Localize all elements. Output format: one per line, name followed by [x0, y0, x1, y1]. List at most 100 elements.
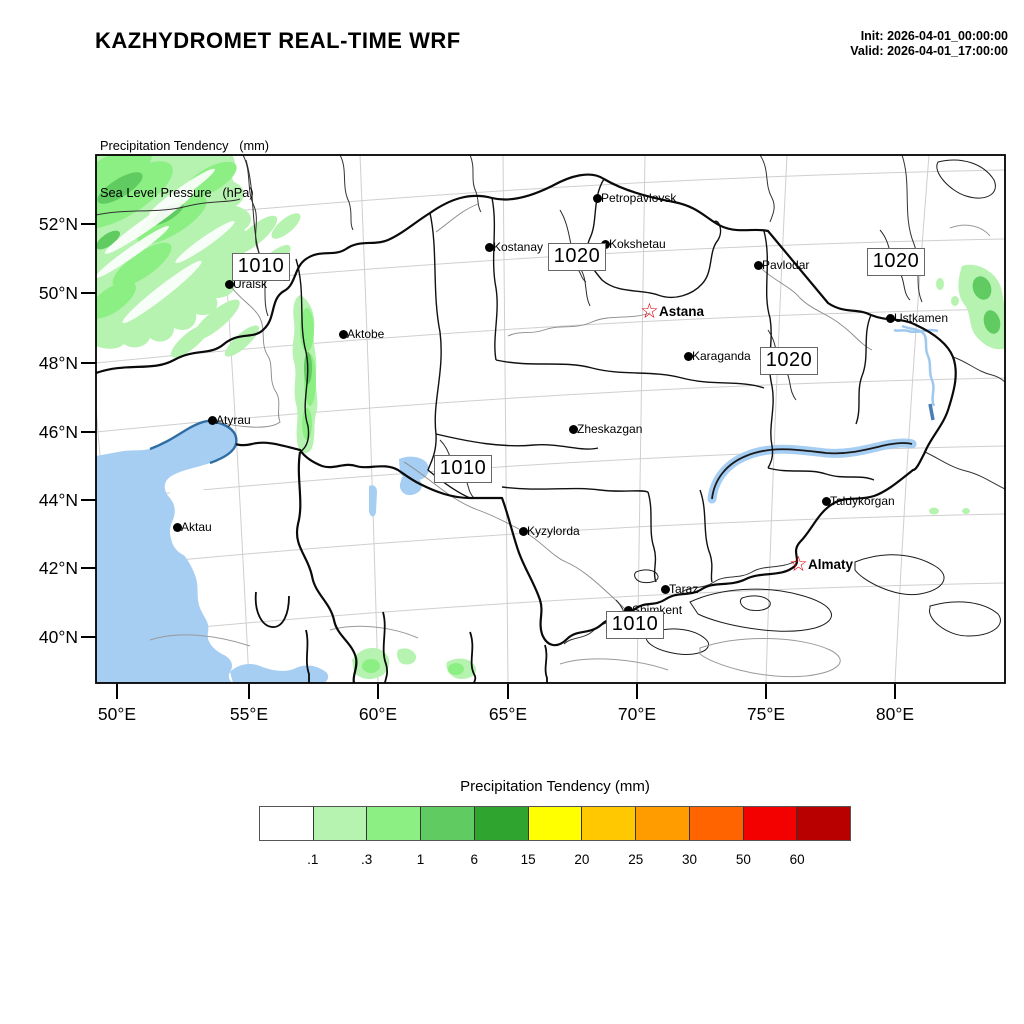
legend-tick-label: 25 [628, 852, 644, 867]
terrain-contours [634, 159, 1001, 655]
lon-tick-label: 60°E [358, 704, 398, 724]
legend-cell [473, 807, 528, 840]
legend-tick-label: 1 [416, 852, 425, 867]
legend-tick-label: .1 [307, 852, 319, 867]
lon-tick-mark [507, 684, 509, 699]
south-country-borders [254, 591, 548, 683]
valid-time: Valid: 2026-04-01_17:00:00 [850, 44, 1008, 58]
pressure-label: 1020 [760, 347, 818, 375]
city-label: Almaty [808, 557, 854, 572]
run-times: Init: 2026-04-01_00:00:00 Valid: 2026-04… [850, 29, 1008, 59]
kazakhstan-border [96, 173, 957, 683]
city-label: Aktau [181, 520, 212, 534]
legend-cell [420, 807, 474, 840]
legend-tick-label: 50 [735, 852, 751, 867]
lon-tick-mark [248, 684, 250, 699]
field-labels: Precipitation Tendency (mm) Sea Level Pr… [100, 107, 269, 231]
lon-tick-mark [377, 684, 379, 699]
legend-tick-label: 60 [789, 852, 805, 867]
pressure-label: 1010 [232, 253, 290, 281]
city-dot-marker [207, 415, 217, 425]
oblast-borders [295, 178, 875, 583]
city-label: Petropavlovsk [601, 191, 677, 205]
city-label: Astana [659, 304, 705, 319]
city-dot-marker [592, 193, 602, 203]
city-dot-marker [172, 522, 182, 532]
city-label: Kokshetau [609, 237, 666, 251]
legend-tick-label: 6 [470, 852, 479, 867]
pressure-label: 1020 [867, 248, 925, 276]
city-dot-marker [660, 584, 670, 594]
page-title: KAZHYDROMET REAL-TIME WRF [95, 28, 461, 53]
legend-cell [581, 807, 636, 840]
legend-tick-label: 20 [574, 852, 590, 867]
field-label-precip: Precipitation Tendency (mm) [100, 138, 270, 153]
legend-cell [527, 807, 582, 840]
legend-color-bar [259, 806, 851, 841]
lon-tick-mark [636, 684, 638, 699]
city-dot-marker [484, 242, 494, 252]
lat-tick-label: 46°N [38, 422, 78, 442]
caspian-sea [96, 419, 329, 683]
legend-cell [260, 807, 313, 840]
lat-tick-label: 52°N [38, 214, 78, 234]
lat-tick-label: 48°N [38, 353, 78, 373]
pressure-label: 1010 [434, 455, 492, 483]
lat-tick-mark [81, 223, 96, 225]
legend-cell [742, 807, 797, 840]
kazakhstan-map-canvas [95, 154, 1006, 684]
city-label: Pavlodar [762, 258, 810, 272]
field-label-slp: Sea Level Pressure (hPa) [100, 184, 254, 200]
legend-title: Precipitation Tendency (mm) [460, 778, 650, 795]
balkhash-border-line [711, 442, 913, 500]
map-frame [95, 154, 1006, 684]
city-label: Karaganda [692, 349, 751, 363]
legend-cell [366, 807, 421, 840]
lon-tick-label: 80°E [875, 704, 915, 724]
legend-cell [688, 807, 743, 840]
lon-tick-label: 75°E [746, 704, 786, 724]
city-dot-marker [623, 605, 633, 615]
legend-cell [796, 807, 851, 840]
legend-cell [312, 807, 367, 840]
city-label: Ustkamen [894, 311, 949, 325]
city-star-marker: ☆ [640, 300, 659, 323]
precip-mugodzhar-strip [292, 295, 318, 454]
lat-tick-mark [81, 292, 96, 294]
city-dot-marker [821, 496, 831, 506]
legend-tick-label: .3 [360, 852, 373, 867]
irtysh-river [893, 324, 939, 421]
lon-tick-mark [116, 684, 118, 699]
city-dot-marker [224, 279, 234, 289]
lat-tick-label: 42°N [38, 558, 78, 578]
lon-tick-label: 50°E [97, 704, 137, 724]
lat-tick-mark [81, 567, 96, 569]
lon-tick-mark [894, 684, 896, 699]
city-label: Aktobe [347, 327, 385, 341]
lon-tick-mark [765, 684, 767, 699]
city-dot-marker [518, 526, 528, 536]
lat-tick-mark [81, 431, 96, 433]
city-dot-marker [338, 329, 348, 339]
city-label: Taldykorgan [830, 494, 895, 508]
lon-tick-label: 70°E [617, 704, 657, 724]
precip-east-edge [929, 264, 1005, 515]
lon-tick-label: 65°E [488, 704, 528, 724]
terrain-contours-gray [149, 224, 991, 678]
lat-tick-label: 50°N [38, 283, 78, 303]
precip-south-patches [352, 647, 477, 680]
city-label: Kyzylorda [527, 524, 580, 538]
city-dot-marker [568, 424, 578, 434]
city-label: Kostanay [493, 240, 544, 254]
legend-tick-label: 15 [520, 852, 536, 867]
pressure-label: 1020 [548, 243, 606, 271]
lat-tick-mark [81, 362, 96, 364]
lat-tick-label: 40°N [38, 627, 78, 647]
lat-tick-label: 44°N [38, 490, 78, 510]
city-label: Taraz [669, 582, 699, 596]
city-dot-marker [885, 313, 895, 323]
lat-tick-mark [81, 636, 96, 638]
city-dot-marker [683, 351, 693, 361]
city-dot-marker [753, 260, 763, 270]
